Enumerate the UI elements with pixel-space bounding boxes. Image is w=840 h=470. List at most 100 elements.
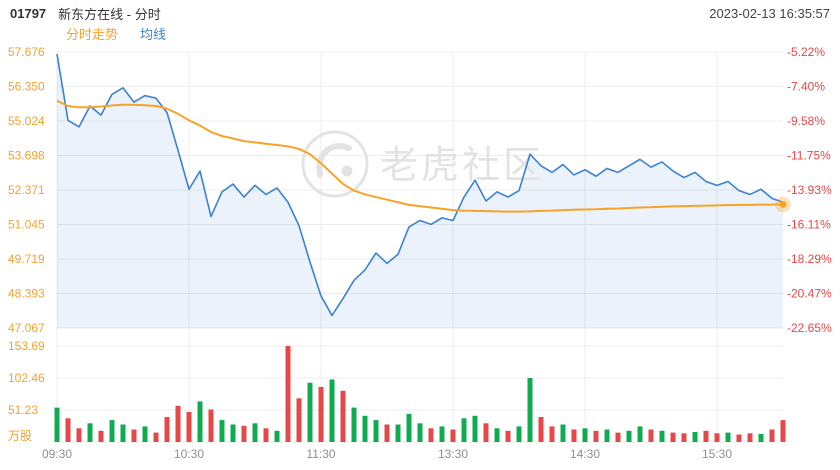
chart-canvas[interactable]: 老虎社区 57.676 56.350 55.024 53.698 52.371 51.045…: [0, 44, 840, 470]
volume-bar: [450, 429, 456, 442]
volume-bar: [76, 428, 82, 442]
y-label-left: 55.024: [8, 114, 45, 128]
volume-bar: [483, 423, 489, 442]
volume-bar: [769, 429, 775, 442]
volume-label: 51.23: [8, 403, 38, 417]
volume-bar: [153, 432, 159, 442]
y-label-right: -11.75%: [787, 149, 831, 163]
price-axis-right: -5.22% -7.40% -9.58% -11.75% -13.93% -16.11% -…: [787, 45, 832, 335]
y-label-right: -16.11%: [787, 218, 831, 232]
volume-bar: [98, 430, 104, 442]
y-label-left: 57.676: [8, 45, 45, 59]
y-label-left: 52.371: [8, 183, 45, 197]
volume-bar: [758, 433, 764, 442]
watermark-text: 老虎社区: [380, 145, 544, 187]
volume-bar: [384, 424, 390, 442]
volume-bar: [307, 382, 313, 442]
volume-bar: [538, 417, 544, 442]
volume-bar: [219, 420, 225, 442]
volume-bar: [142, 426, 148, 442]
y-label-left: 51.045: [8, 218, 45, 232]
volume-bars: [54, 346, 786, 442]
volume-bar: [362, 415, 368, 442]
volume-bar: [516, 426, 522, 442]
x-label: 15:30: [702, 447, 732, 461]
volume-bar: [461, 418, 467, 442]
watermark-logo-icon: [301, 130, 369, 198]
y-label-right: -13.93%: [787, 183, 832, 197]
x-label: 13:30: [438, 447, 468, 461]
volume-bar: [670, 432, 676, 442]
volume-bar: [65, 418, 71, 442]
volume-bar: [681, 433, 687, 442]
volume-bar: [406, 413, 412, 442]
chart-tabs: 分时走势 均线: [0, 26, 840, 44]
volume-bar: [131, 429, 137, 442]
volume-bar: [560, 424, 566, 442]
volume-label: 102.46: [8, 371, 45, 385]
volume-bar: [637, 426, 643, 442]
y-label-right: -7.40%: [787, 80, 825, 94]
volume-bar: [714, 433, 720, 442]
time-axis: 09:30 10:30 11:30 13:30 14:30 15:30: [42, 447, 732, 461]
volume-bar: [593, 430, 599, 442]
y-label-left: 49.719: [8, 252, 45, 266]
volume-bar: [527, 378, 533, 442]
x-label: 11:30: [306, 447, 335, 461]
volume-bar: [626, 430, 632, 442]
volume-bar: [505, 430, 511, 442]
volume-unit-label: 万股: [8, 429, 32, 443]
volume-bar: [175, 405, 181, 442]
y-label-right: -5.22%: [787, 45, 825, 59]
volume-bar: [428, 428, 434, 442]
volume-bar: [494, 428, 500, 442]
stock-identity: 01797 新东方在线 - 分时: [10, 4, 161, 23]
volume-bar: [604, 429, 610, 442]
volume-bar: [747, 433, 753, 442]
volume-bar: [571, 429, 577, 442]
y-label-right: -20.47%: [787, 287, 832, 301]
volume-bar: [659, 430, 665, 442]
volume-bar: [87, 423, 93, 442]
volume-label: 153.69: [8, 339, 45, 353]
header-bar: 01797 新东方在线 - 分时 2023-02-13 16:35:57: [0, 0, 840, 26]
volume-bar: [340, 390, 346, 442]
volume-bar: [263, 428, 269, 442]
volume-bar: [164, 417, 170, 442]
watermark-logo-icon: [341, 165, 353, 177]
volume-bar: [241, 425, 247, 442]
avg-end-dot: [779, 200, 787, 208]
volume-bar: [296, 398, 302, 442]
tab-intraday-trend[interactable]: 分时走势: [66, 27, 119, 42]
volume-bar: [549, 426, 555, 442]
watermark-logo-icon: [316, 143, 352, 178]
avg-price-line: [56, 99, 784, 213]
stock-code: 01797: [10, 5, 47, 21]
stock-name: 新东方在线 - 分时: [58, 6, 161, 22]
y-label-left: 48.393: [8, 287, 45, 301]
volume-bar: [472, 415, 478, 442]
volume-bar: [725, 432, 731, 442]
volume-bar: [329, 379, 335, 442]
intraday-chart[interactable]: 老虎社区 57.676 56.350 55.024 53.698 52.371 51.045…: [0, 44, 840, 470]
volume-bar: [252, 423, 258, 442]
volume-bar: [54, 407, 60, 442]
volume-axis: 153.69 102.46 51.23 万股: [8, 339, 45, 443]
volume-bar: [230, 424, 236, 442]
volume-bar: [395, 424, 401, 442]
volume-bar: [373, 420, 379, 442]
tab-moving-average[interactable]: 均线: [140, 27, 167, 42]
volume-bar: [780, 420, 786, 442]
volume-bar: [186, 412, 192, 442]
price-area-fill: [57, 53, 783, 329]
volume-bar: [417, 423, 423, 442]
volume-bar: [109, 420, 115, 442]
y-label-right: -18.29%: [787, 252, 832, 266]
x-label: 14:30: [570, 447, 600, 461]
y-label-left: 53.698: [8, 149, 45, 163]
volume-bar: [318, 387, 324, 442]
y-label-right: -9.58%: [787, 114, 825, 128]
y-label-right: -22.65%: [787, 321, 832, 335]
y-label-left: 47.067: [8, 321, 45, 335]
x-label: 09:30: [42, 447, 72, 461]
